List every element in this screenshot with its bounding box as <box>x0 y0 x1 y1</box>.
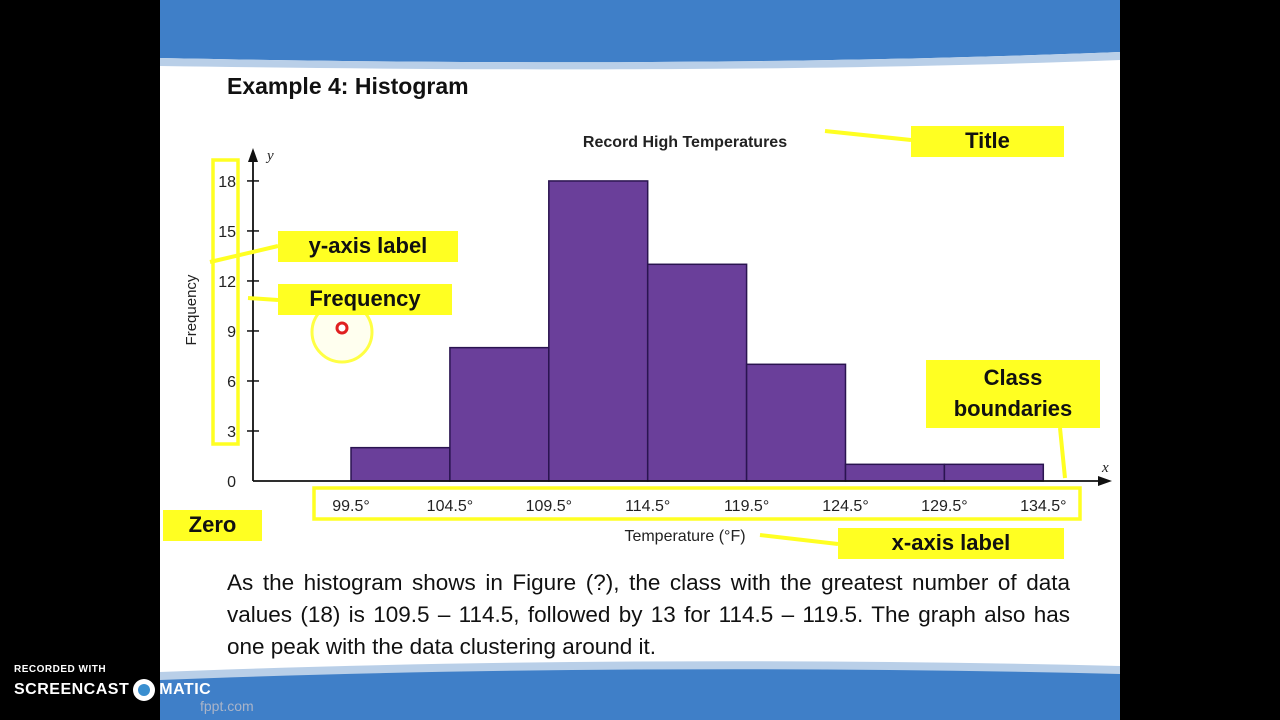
x-axis-label-callout: x-axis label <box>838 528 1064 559</box>
y-tick-label: 18 <box>218 174 236 191</box>
x-boundaries-highlight-box <box>312 486 1082 521</box>
y-tick-label: 3 <box>227 424 236 441</box>
cursor-dot-icon <box>335 321 349 335</box>
slide-title: Example 4: Histogram <box>227 73 469 99</box>
histogram-chart: Record High Temperatures y x 0 3 6 9 12 15 18 Freq… <box>183 129 1112 546</box>
histogram-bar <box>449 346 550 482</box>
y-tick-label: 6 <box>227 374 236 391</box>
y-ticks-highlight-box <box>211 158 240 446</box>
histogram-bar <box>745 363 847 482</box>
y-tick-label: 12 <box>218 274 236 291</box>
histogram-bar <box>943 463 1045 482</box>
x-axis-letter: x <box>1101 460 1109 476</box>
x-boundary-label: 119.5° <box>724 498 769 515</box>
footer-site-text: fppt.com <box>200 698 254 714</box>
body-paragraph: As the histogram shows in Figure (?), th… <box>227 570 1070 659</box>
y-tick-label: 15 <box>218 224 236 241</box>
x-boundary-label: 124.5° <box>822 498 868 515</box>
frequency-callout: Frequency <box>278 284 452 315</box>
title-callout: Title <box>911 126 1064 157</box>
x-boundary-label: 99.5° <box>332 498 370 515</box>
y-label-connector <box>209 244 279 264</box>
record-dot-icon <box>133 679 156 701</box>
chart-title: Record High Temperatures <box>583 134 787 151</box>
x-boundary-label: 129.5° <box>921 498 967 515</box>
y-axis-label: Frequency <box>183 274 200 345</box>
slide-header-band <box>160 0 1120 70</box>
title-connector <box>824 129 912 142</box>
y-axis-arrow-icon <box>248 148 258 162</box>
recorder-brand-left: SCREENCAST <box>14 681 130 698</box>
histogram-bar <box>350 446 451 482</box>
histogram-bar <box>646 263 748 482</box>
slide: Example 4: Histogram Record High Tempera… <box>160 0 1120 720</box>
recorder-caption: RECORDED WITH <box>14 664 107 675</box>
recorder-brand: SCREENCAST MATIC <box>14 679 211 701</box>
x-label-connector <box>759 533 839 546</box>
slide-footer-band <box>160 661 1120 720</box>
recorder-brand-right: MATIC <box>159 681 212 698</box>
x-boundary-label: 134.5° <box>1020 498 1066 515</box>
x-axis-arrow-icon <box>1098 476 1112 486</box>
x-boundary-label: 109.5° <box>526 498 572 515</box>
recorder-watermark: RECORDED WITH SCREENCAST MATIC <box>14 664 211 701</box>
class-boundaries-connector <box>1058 427 1067 479</box>
y-axis-label-callout: y-axis label <box>278 231 458 262</box>
class-boundaries-callout: Class boundaries <box>926 360 1100 428</box>
histogram-bar <box>548 180 649 482</box>
y-tick-label: 0 <box>227 474 236 491</box>
x-boundary-label: 114.5° <box>625 498 670 515</box>
y-axis-letter: y <box>265 148 274 164</box>
frequency-connector <box>247 296 279 302</box>
x-axis-label: Temperature (°F) <box>624 528 745 545</box>
y-tick-label: 9 <box>227 324 236 341</box>
zero-callout: Zero <box>163 510 262 541</box>
histogram-bar <box>844 463 946 482</box>
x-boundary-label: 104.5° <box>427 498 473 515</box>
